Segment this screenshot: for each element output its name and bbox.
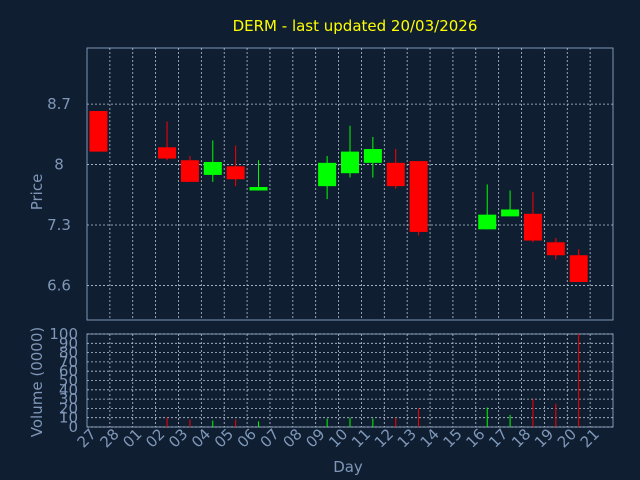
candle-up — [249, 187, 268, 191]
volume-tick-label: 30 — [59, 390, 78, 408]
volume-tick-label: 70 — [59, 353, 78, 371]
price-axis-label: Price — [28, 174, 46, 211]
candle-down — [226, 166, 245, 180]
candle-down — [523, 213, 542, 241]
candle-down — [409, 161, 428, 232]
x-axis-ticks: 2728010203040506070809101112131415161718… — [74, 425, 603, 451]
candle-down — [89, 111, 108, 152]
volume-tick-label: 60 — [59, 362, 78, 380]
volume-tick-label: 80 — [59, 344, 78, 362]
volume-tick-label: 0 — [68, 418, 78, 436]
candle-down — [158, 147, 177, 159]
volume-tick-label: 10 — [59, 409, 78, 427]
chart-title: DERM - last updated 20/03/2026 — [233, 17, 478, 35]
price-plot-frame — [86, 47, 614, 321]
price-tick-label: 6.6 — [47, 276, 71, 294]
price-panel: 8.7 8 7.3 6.6 — [47, 47, 614, 321]
candle-up — [501, 209, 520, 217]
x-axis-label: Day — [333, 458, 363, 476]
candle-down — [180, 160, 199, 182]
candle-down — [546, 242, 565, 256]
candle-up — [203, 161, 222, 175]
price-tick-label: 8 — [54, 156, 64, 174]
price-tick-label: 8.7 — [47, 95, 71, 113]
x-tick-label: 21 — [577, 425, 603, 451]
volume-tick-label: 40 — [59, 381, 78, 399]
volume-tick-label: 50 — [59, 372, 78, 390]
volume-axis-label: Volume (0000) — [28, 327, 46, 437]
candle-up — [341, 151, 359, 174]
candle-up — [318, 162, 337, 187]
volume-tick-label: 90 — [59, 334, 78, 352]
candle-down — [569, 255, 588, 283]
candle-up — [478, 214, 497, 230]
candle-up — [363, 149, 382, 163]
volume-tick-label: 20 — [59, 399, 78, 417]
price-tick-label: 7.3 — [47, 216, 71, 234]
volume-tick-label: 100 — [49, 325, 78, 343]
volume-plot-frame — [86, 333, 614, 428]
candle-down — [386, 162, 405, 187]
